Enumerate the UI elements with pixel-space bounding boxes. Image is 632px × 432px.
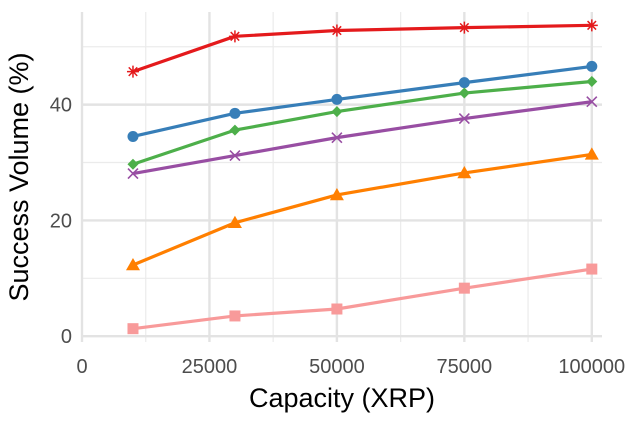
- data-point: [584, 147, 599, 160]
- data-point: [227, 215, 242, 228]
- series-diamond: [127, 75, 598, 170]
- data-point: [586, 75, 598, 87]
- data-point: [126, 65, 139, 78]
- data-point: [585, 19, 598, 32]
- data-point: [586, 60, 598, 72]
- y-tick-label: 40: [50, 95, 72, 117]
- data-point: [331, 93, 343, 105]
- series-line: [132, 64, 593, 139]
- data-point: [458, 282, 470, 294]
- data-point: [331, 106, 343, 118]
- series-line: [132, 79, 592, 166]
- data-point: [458, 87, 470, 99]
- data-point: [458, 77, 470, 89]
- tick-labels: 0 25000 50000 75000 100000 0 20 40: [50, 95, 625, 378]
- data-point: [458, 112, 470, 125]
- series-line: [132, 152, 593, 267]
- data-point: [127, 130, 139, 142]
- data-point: [125, 258, 140, 271]
- series-line: [132, 23, 592, 74]
- data-point: [586, 96, 598, 108]
- data-point: [586, 263, 598, 275]
- data-point: [229, 310, 241, 322]
- data-point: [127, 158, 139, 170]
- y-tick-label: 0: [61, 326, 72, 348]
- x-tick-label: 50000: [309, 356, 365, 378]
- data-point: [457, 165, 472, 179]
- data-point: [228, 30, 241, 43]
- series-square: [127, 263, 598, 335]
- data-point: [229, 124, 241, 136]
- data-point: [127, 323, 139, 335]
- data-point: [330, 24, 343, 37]
- data-point: [229, 107, 241, 119]
- data-point: [127, 167, 139, 180]
- series-layer: [125, 19, 599, 335]
- series-star: [126, 19, 598, 78]
- x-tick-label: 75000: [437, 356, 493, 378]
- data-point: [331, 303, 343, 315]
- data-point: [458, 21, 471, 34]
- series-x: [127, 96, 598, 180]
- x-tick-label: 100000: [558, 356, 625, 378]
- y-tick-label: 20: [50, 210, 72, 232]
- data-point: [331, 132, 343, 144]
- y-axis-title: Success Volume (%): [4, 52, 34, 301]
- series-triangle: [125, 147, 599, 271]
- x-tick-label: 0: [76, 356, 87, 378]
- x-axis-title: Capacity (XRP): [249, 383, 435, 413]
- series-circle: [127, 60, 598, 142]
- data-point: [329, 187, 344, 201]
- data-point: [229, 150, 241, 162]
- x-tick-label: 25000: [182, 356, 238, 378]
